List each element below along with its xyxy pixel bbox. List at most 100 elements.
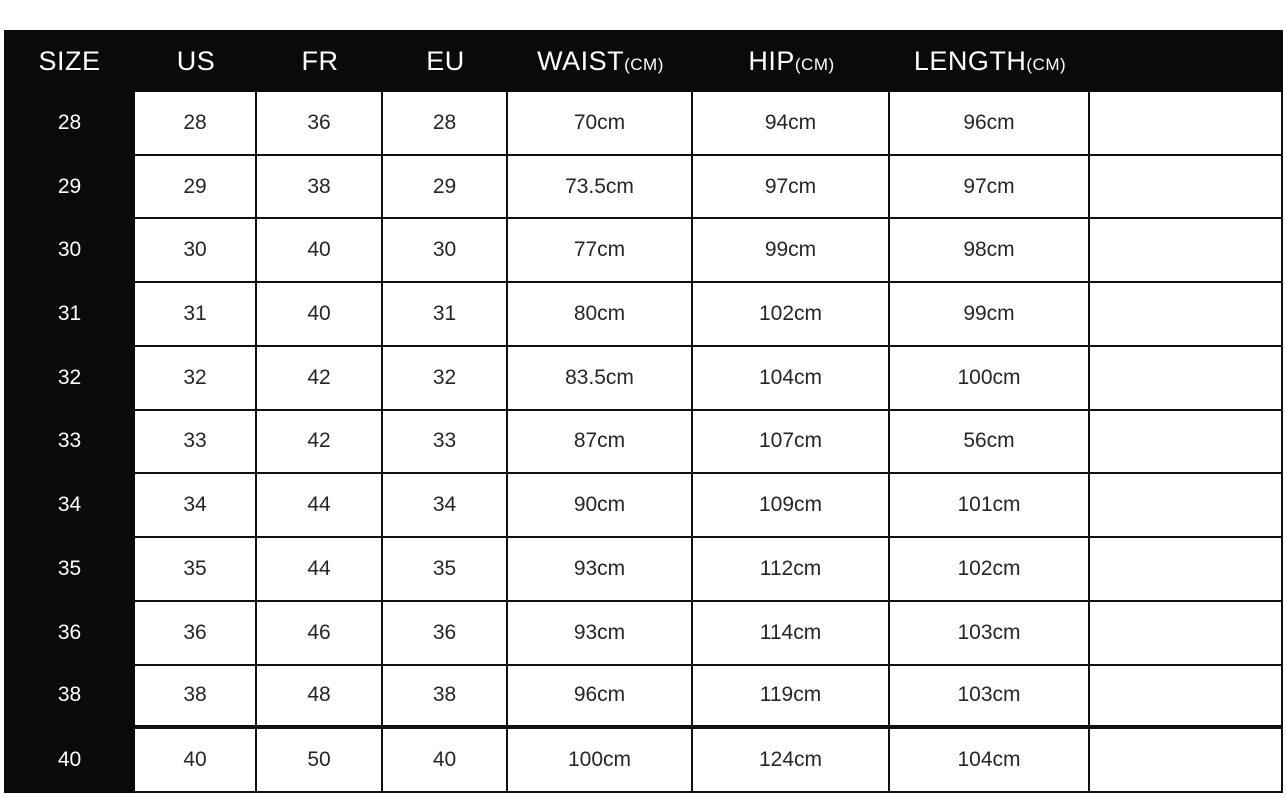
us-value-cell: 40 [135,729,257,793]
column-header-label: WAIST [537,45,625,76]
column-header-us: US [135,46,257,77]
us-value-cell: 32 [135,346,257,411]
column-header-label: FR [301,45,339,76]
eu-value-cell: 34 [383,474,508,539]
size-label-cell: 31 [4,283,135,347]
fr-value-cell: 40 [257,219,383,284]
eu-value-cell: 36 [383,601,508,666]
length-value-cell: 104cm [890,729,1090,793]
column-header-hip: HIP (CM) [693,46,890,77]
length-value-cell: 56cm [890,410,1090,475]
eu-value-cell: 29 [383,155,508,220]
waist-value-cell: 77cm [508,219,693,284]
hip-value-cell: 114cm [693,601,890,666]
size-label-cell: 35 [4,538,135,602]
size-label-cell: 28 [4,92,135,156]
eu-value-cell: 28 [383,92,508,156]
size-label-cell: 38 [4,665,135,730]
empty-cell [1090,601,1283,666]
empty-cell [1090,346,1283,411]
empty-cell [1090,474,1283,539]
table-row: 40 40 50 40 100cm 124cm 104cm [4,729,1283,793]
hip-value-cell: 109cm [693,474,890,539]
us-value-cell: 38 [135,665,257,730]
table-row: 32 32 42 32 83.5cm 104cm 100cm [4,346,1283,411]
waist-value-cell: 93cm [508,538,693,602]
fr-value-cell: 42 [257,346,383,411]
fr-value-cell: 50 [257,729,383,793]
empty-cell [1090,729,1283,793]
us-value-cell: 30 [135,219,257,284]
table-body: 28 28 36 28 70cm 94cm 96cm 29 29 38 29 73.5cm 97cm 97… [4,92,1283,793]
table-row: 33 33 42 33 87cm 107cm 56cm [4,410,1283,475]
column-header-label: LENGTH [913,45,1027,76]
hip-value-cell: 102cm [693,283,890,347]
column-header-waist: WAIST (CM) [508,46,693,77]
waist-value-cell: 90cm [508,474,693,539]
fr-value-cell: 44 [257,538,383,602]
hip-value-cell: 119cm [693,665,890,730]
hip-value-cell: 112cm [693,538,890,602]
length-value-cell: 99cm [890,283,1090,347]
table-row: 35 35 44 35 93cm 112cm 102cm [4,538,1283,602]
length-value-cell: 103cm [890,665,1090,730]
fr-value-cell: 48 [257,665,383,730]
column-header-size: SIZE [4,46,135,77]
length-value-cell: 97cm [890,155,1090,220]
length-value-cell: 100cm [890,346,1090,411]
empty-cell [1090,92,1283,156]
us-value-cell: 34 [135,474,257,539]
eu-value-cell: 38 [383,665,508,730]
table-row: 28 28 36 28 70cm 94cm 96cm [4,92,1283,156]
us-value-cell: 29 [135,155,257,220]
size-label-cell: 40 [4,729,135,793]
size-label-cell: 32 [4,346,135,411]
waist-value-cell: 87cm [508,410,693,475]
fr-value-cell: 44 [257,474,383,539]
hip-value-cell: 99cm [693,219,890,284]
table-header-row: SIZE US FR EU WAIST (CM) HIP (CM) LENGTH (C… [4,30,1283,92]
us-value-cell: 31 [135,283,257,347]
length-value-cell: 101cm [890,474,1090,539]
fr-value-cell: 36 [257,92,383,156]
us-value-cell: 36 [135,601,257,666]
table-row: 31 31 40 31 80cm 102cm 99cm [4,283,1283,347]
eu-value-cell: 40 [383,729,508,793]
empty-cell [1090,155,1283,220]
size-label-cell: 36 [4,601,135,666]
column-header-eu: EU [383,46,508,77]
waist-value-cell: 100cm [508,729,693,793]
column-header-unit: (CM) [1026,54,1067,74]
column-header-fr: FR [257,46,383,77]
us-value-cell: 35 [135,538,257,602]
empty-cell [1090,219,1283,284]
waist-value-cell: 73.5cm [508,155,693,220]
column-header-label: EU [426,45,465,76]
waist-value-cell: 93cm [508,601,693,666]
table-row: 30 30 40 30 77cm 99cm 98cm [4,219,1283,284]
waist-value-cell: 70cm [508,92,693,156]
fr-value-cell: 46 [257,601,383,666]
size-label-cell: 34 [4,474,135,539]
hip-value-cell: 104cm [693,346,890,411]
size-chart-table: SIZE US FR EU WAIST (CM) HIP (CM) LENGTH (C… [4,30,1283,793]
fr-value-cell: 42 [257,410,383,475]
empty-cell [1090,665,1283,730]
eu-value-cell: 31 [383,283,508,347]
fr-value-cell: 38 [257,155,383,220]
empty-cell [1090,538,1283,602]
eu-value-cell: 35 [383,538,508,602]
empty-cell [1090,283,1283,347]
us-value-cell: 33 [135,410,257,475]
size-label-cell: 30 [4,219,135,284]
empty-cell [1090,410,1283,475]
eu-value-cell: 32 [383,346,508,411]
length-value-cell: 103cm [890,601,1090,666]
length-value-cell: 98cm [890,219,1090,284]
eu-value-cell: 30 [383,219,508,284]
waist-value-cell: 96cm [508,665,693,730]
hip-value-cell: 107cm [693,410,890,475]
column-header-length: LENGTH (CM) [890,46,1090,77]
table-row: 38 38 48 38 96cm 119cm 103cm [4,665,1283,730]
